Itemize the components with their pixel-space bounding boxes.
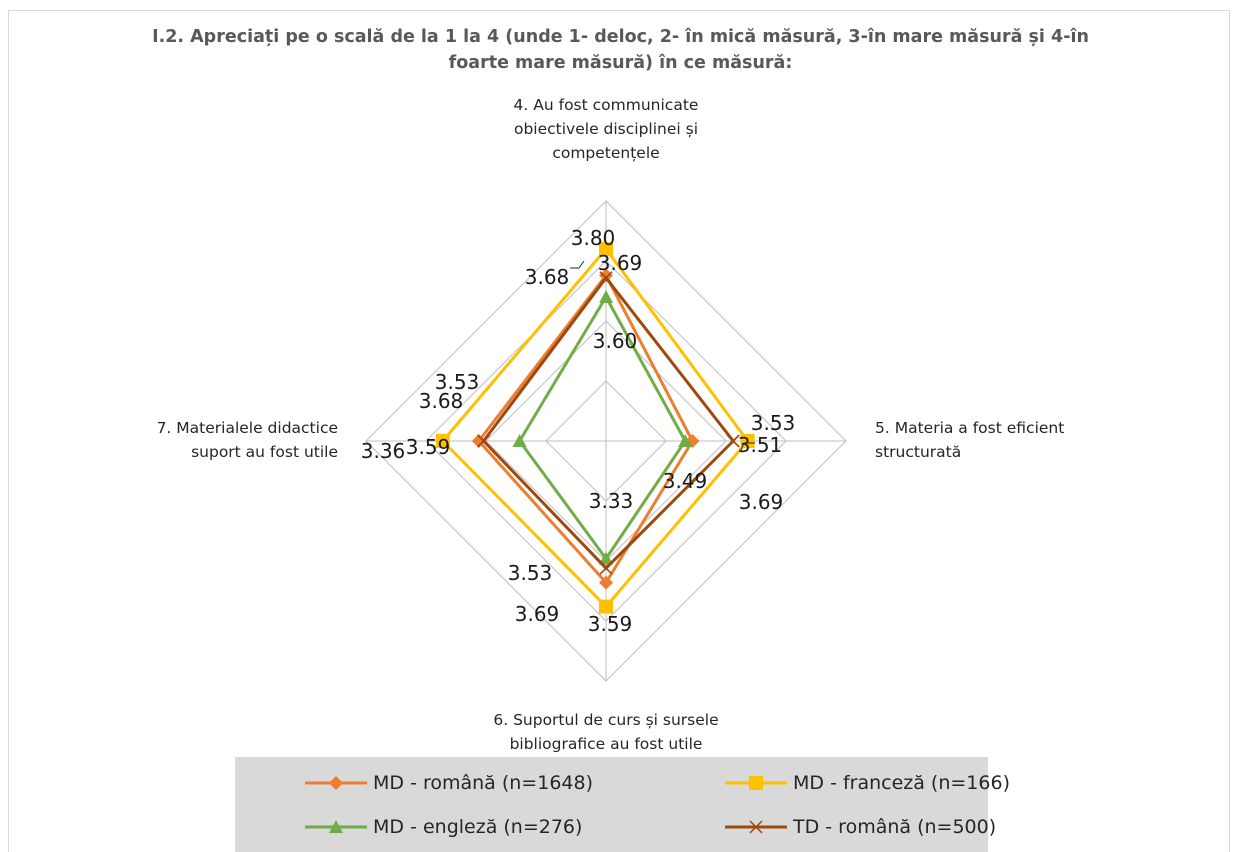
- series-3-point-3: [477, 434, 491, 448]
- series-0-point-2: [599, 575, 613, 590]
- data-label-2: 3.68: [525, 265, 570, 289]
- data-label-leader-top: [570, 260, 585, 269]
- data-label-13: 3.68: [419, 389, 464, 413]
- legend-item-md-franceza: MD - franceză (n=166): [725, 765, 1010, 801]
- series-0-point-0: [599, 268, 613, 283]
- legend-swatch-square-icon: [725, 776, 787, 790]
- series-1-point-3: [435, 434, 450, 448]
- series-2-point-0: [599, 290, 613, 303]
- axis-label-0-line-0: 4. Au fost communicate: [514, 96, 699, 114]
- axis-label-3-line-0: 7. Materialele didactice: [157, 419, 338, 437]
- radar-chart: 4. Au fost communicate obiectivele discip…: [157, 96, 1065, 753]
- data-label-11: 3.59: [588, 612, 633, 636]
- series-2-point-2: [599, 551, 613, 565]
- data-label-12: 3.53: [435, 370, 480, 394]
- chart-title-line-2: foarte mare măsură) în ce măsură:: [448, 53, 793, 73]
- series-1-point-0: [599, 242, 613, 256]
- chart-title: I.2. Apreciați pe o scală de la 1 la 4 (…: [0, 24, 1241, 76]
- chart-title-line-1: I.2. Apreciați pe o scală de la 1 la 4 (…: [152, 27, 1089, 47]
- axis-label-2-line-1: bibliografice au fost utile: [510, 735, 703, 753]
- data-label-7: 3.69: [739, 490, 784, 514]
- legend-item-md-engleza: MD - engleză (n=276): [305, 809, 582, 845]
- axis-label-1-line-0: 5. Materia a fost eficient: [875, 419, 1064, 437]
- data-label-0: 3.80: [571, 226, 616, 250]
- axis-label-1-line-1: structurată: [875, 443, 961, 461]
- legend-swatch-triangle-icon: [305, 820, 367, 833]
- data-label-9: 3.53: [508, 561, 553, 585]
- series-2-point-3: [512, 434, 527, 447]
- legend-swatch-diamond-icon: [305, 776, 367, 790]
- data-label-8: 3.33: [589, 489, 634, 513]
- data-label-5: 3.51: [738, 433, 783, 457]
- legend-label: MD - română (n=1648): [373, 772, 593, 794]
- legend: MD - română (n=1648) MD - franceză (n=16…: [235, 757, 1010, 852]
- series-1-point-2: [599, 599, 613, 614]
- data-label-10: 3.69: [515, 602, 560, 626]
- series-3-point-0: [599, 271, 613, 285]
- data-label-1: 3.69: [598, 251, 643, 275]
- legend-label: TD - română (n=500): [793, 816, 997, 838]
- data-label-3: 3.60: [593, 329, 638, 353]
- data-label-14: 3.59: [406, 435, 451, 459]
- data-label-4: 3.53: [751, 411, 796, 435]
- chart-frame: [8, 10, 1230, 852]
- data-label-leader-right: [739, 442, 755, 453]
- legend-label: MD - engleză (n=276): [373, 816, 583, 838]
- data-label-15: 3.36: [361, 439, 406, 463]
- axis-label-3-line-1: suport au fost utile: [191, 443, 338, 461]
- legend-item-md-romana: MD - română (n=1648): [305, 765, 593, 801]
- legend-item-td-romana: TD - română (n=500): [725, 809, 996, 845]
- series-2-point-1: [678, 434, 693, 447]
- legend-label: MD - franceză (n=166): [793, 772, 1010, 794]
- series-3-point-2: [599, 561, 613, 575]
- data-label-6: 3.49: [663, 469, 708, 493]
- series-0-point-3: [471, 434, 486, 448]
- axis-label-2-line-0: 6. Suportul de curs și sursele: [493, 711, 718, 729]
- axis-label-0-line-2: competențele: [552, 144, 659, 162]
- series-3-point-1: [726, 434, 740, 448]
- series-1-point-1: [740, 434, 755, 448]
- axis-label-0-line-1: obiectivele disciplinei și: [514, 120, 698, 138]
- legend-swatch-x-icon: [725, 820, 787, 834]
- series-line-3: [482, 276, 735, 570]
